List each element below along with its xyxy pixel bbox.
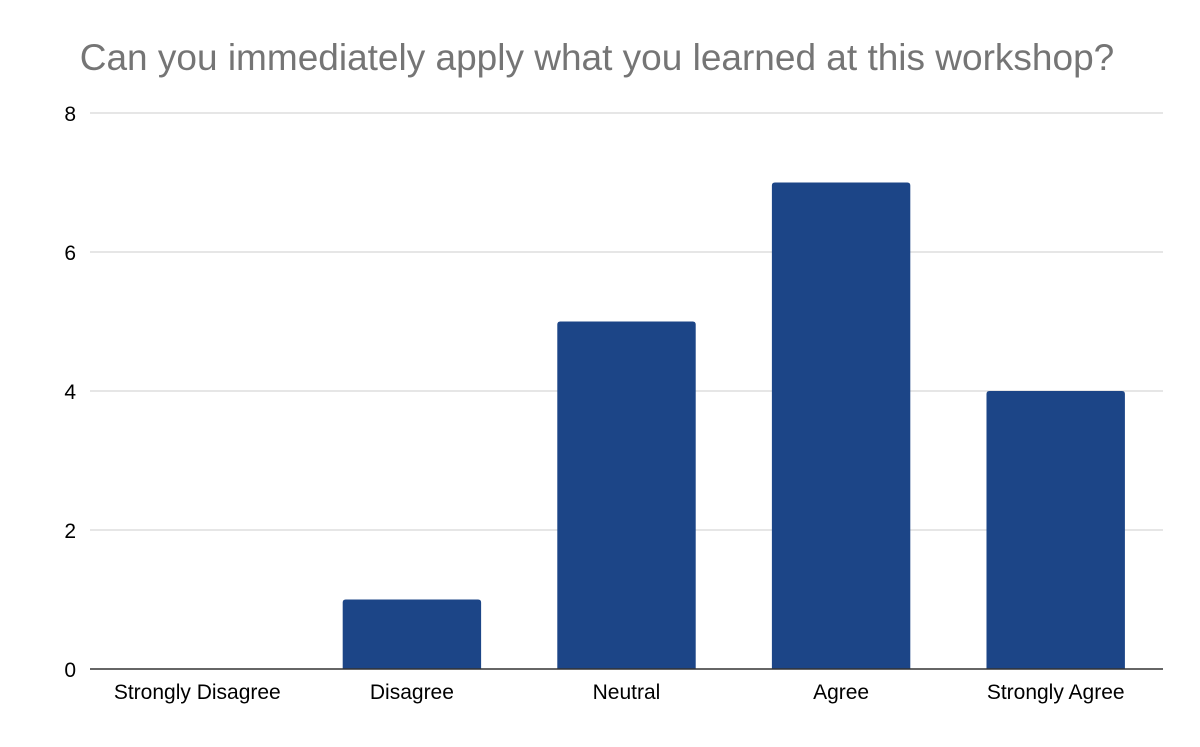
x-tick-label: Strongly Agree	[987, 681, 1125, 704]
x-axis-ticks: Strongly Disagree Disagree Neutral Agree Str…	[114, 681, 1125, 704]
y-tick-label: 0	[64, 659, 76, 682]
y-tick-label: 6	[64, 242, 76, 265]
x-tick-label: Disagree	[370, 681, 454, 704]
y-tick-label: 2	[64, 520, 76, 543]
chart-title: Can you immediately apply what you learn…	[80, 37, 1115, 78]
x-tick-label: Neutral	[593, 681, 661, 704]
bar-neutral	[557, 321, 696, 669]
bar-agree	[771, 182, 911, 669]
x-tick-label: Strongly Disagree	[114, 681, 281, 704]
y-axis-ticks: 0 2 4 6 8	[64, 103, 76, 682]
bars	[342, 182, 1125, 669]
y-tick-label: 8	[64, 103, 76, 126]
y-tick-label: 4	[64, 381, 76, 404]
x-tick-label: Agree	[813, 681, 869, 704]
bar-strongly-agree	[986, 391, 1125, 669]
bar-disagree	[342, 599, 482, 669]
